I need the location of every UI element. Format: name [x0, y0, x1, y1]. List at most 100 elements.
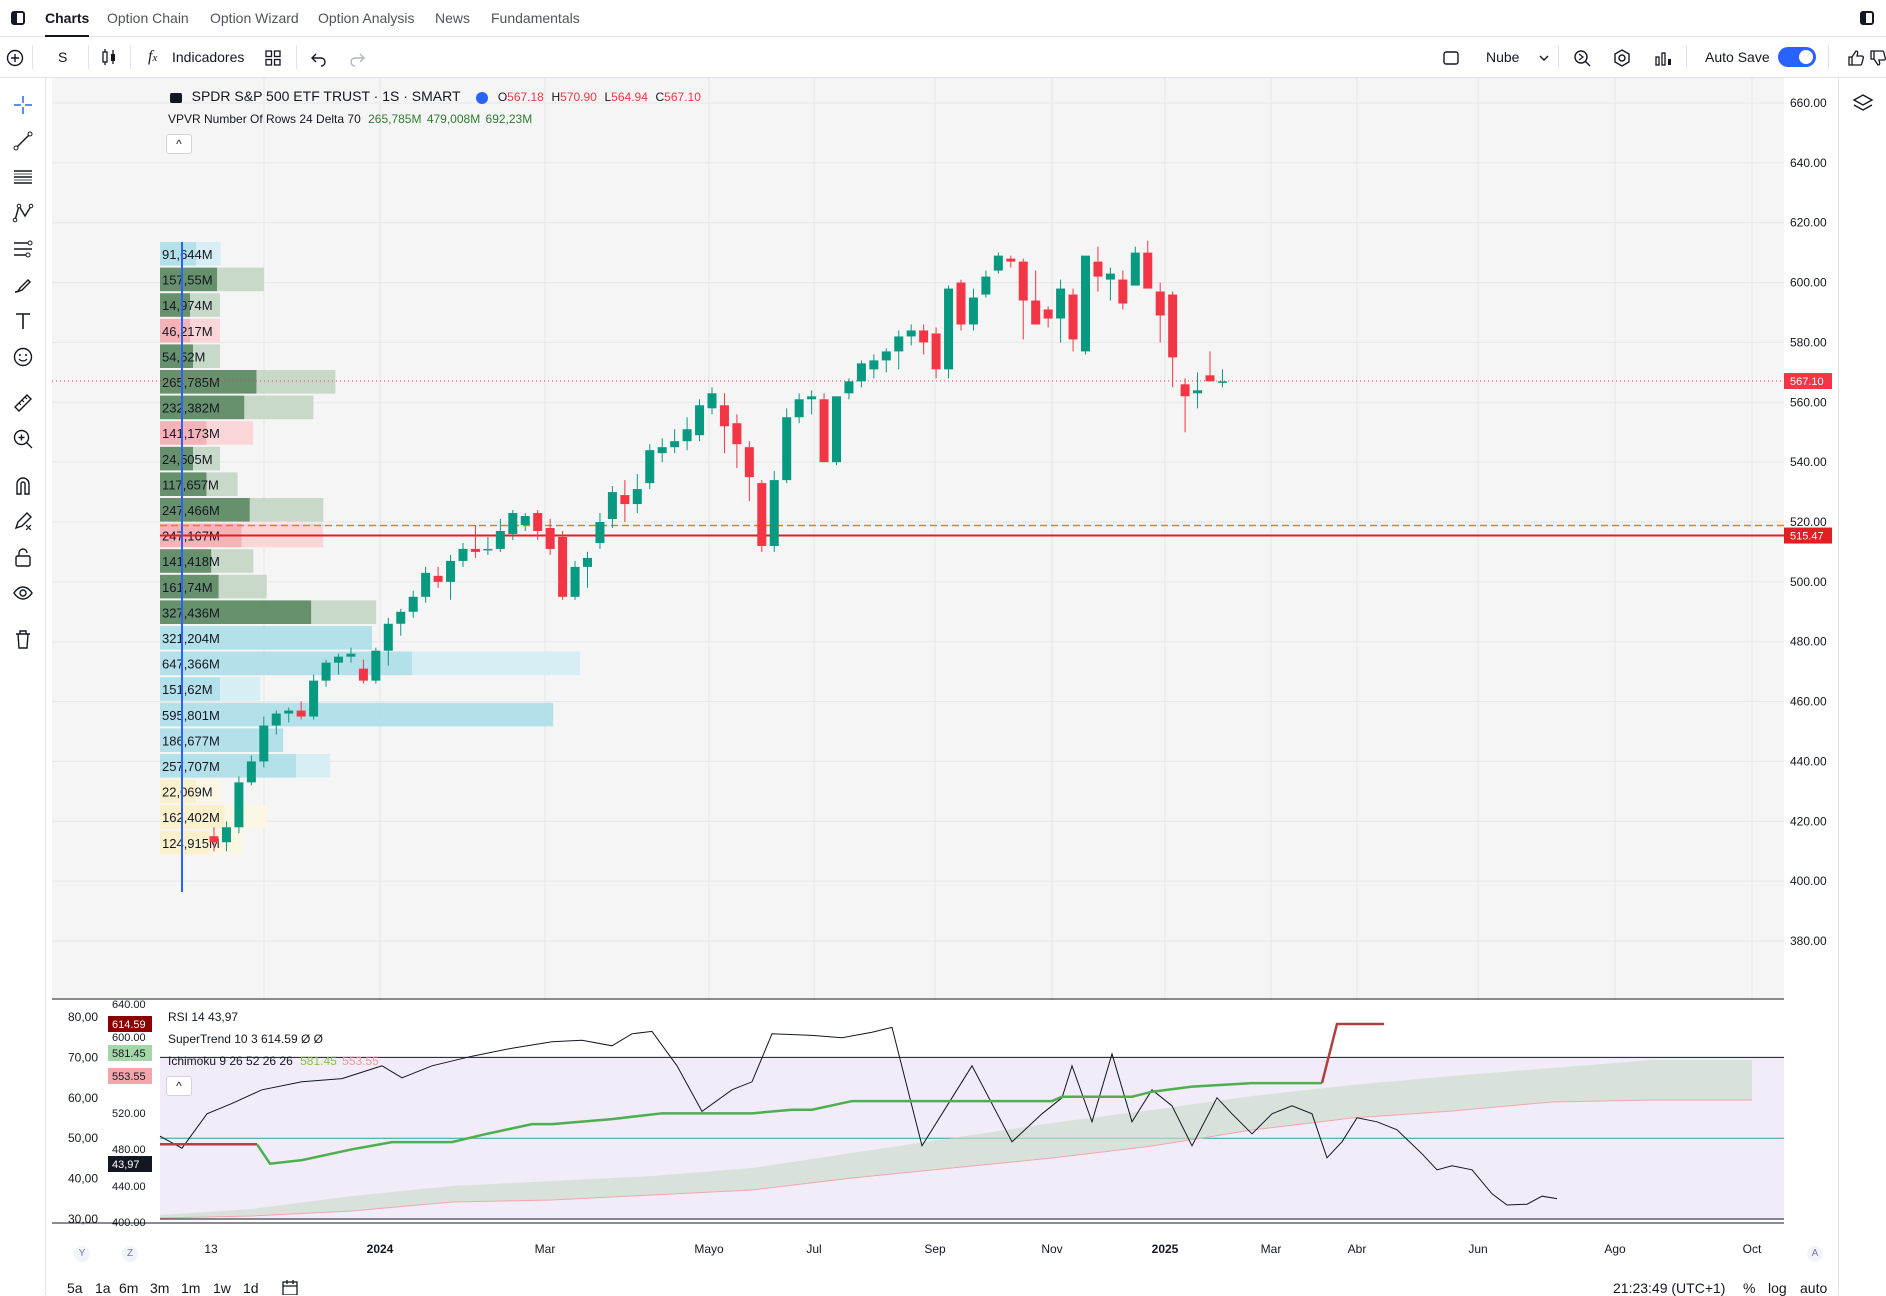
candle-body[interactable]	[408, 596, 418, 612]
symbol-title[interactable]: SPDR S&P 500 ETF TRUST · 1S · SMART	[191, 88, 461, 104]
candle-body[interactable]	[583, 557, 592, 567]
candle-body[interactable]	[782, 417, 792, 481]
candle-body[interactable]	[470, 548, 480, 552]
candle-body[interactable]	[371, 650, 381, 681]
tab-charts[interactable]: Charts	[45, 0, 90, 37]
layers-icon[interactable]	[1851, 92, 1875, 116]
emoji-icon[interactable]	[10, 344, 36, 370]
chart-area[interactable]: 91,644M 157,55M 14,974M 46,217M 54,52M 265,78…	[52, 78, 1838, 1295]
trash-icon[interactable]	[10, 626, 36, 652]
candle-body[interactable]	[881, 351, 891, 361]
candle-body[interactable]	[1193, 390, 1203, 394]
candle-body[interactable]	[246, 761, 256, 783]
calendar-icon[interactable]	[281, 1279, 299, 1295]
candle-body[interactable]	[545, 527, 555, 549]
candle-body[interactable]	[1056, 288, 1066, 319]
candle-body[interactable]	[433, 575, 443, 582]
candle-body[interactable]	[1130, 252, 1140, 286]
candle-body[interactable]	[483, 548, 493, 551]
chart-style-dropdown[interactable]: Nube	[1486, 49, 1520, 65]
candle-body[interactable]	[719, 405, 729, 427]
candle-body[interactable]	[869, 360, 879, 370]
quick-search-icon[interactable]	[1572, 48, 1592, 68]
candle-body[interactable]	[284, 710, 294, 714]
vpvr-legend[interactable]: VPVR Number Of Rows 24 Delta 70 265,785M…	[168, 112, 532, 126]
candle-body[interactable]	[919, 330, 929, 343]
candle-body[interactable]	[1217, 381, 1227, 383]
candle-body[interactable]	[1180, 384, 1190, 397]
candle-body[interactable]	[446, 560, 456, 582]
candle-body[interactable]	[533, 513, 543, 531]
ichimoku-legend[interactable]: Ichimoku 9 26 52 26 26 581.45 553.55	[168, 1054, 379, 1068]
thumbs-up-icon[interactable]	[1846, 48, 1866, 68]
panel-toggle-icon[interactable]	[1860, 11, 1874, 25]
tab-news[interactable]: News	[435, 10, 471, 26]
candle-body[interactable]	[595, 522, 605, 543]
candle-body[interactable]	[993, 255, 1003, 271]
candle-body[interactable]	[1068, 294, 1078, 340]
candle-body[interactable]	[607, 492, 617, 520]
auto-scale-button[interactable]: auto	[1800, 1280, 1828, 1296]
candle-body[interactable]	[1031, 300, 1041, 325]
chart-canvas[interactable]: 91,644M 157,55M 14,974M 46,217M 54,52M 265,78…	[52, 78, 1838, 1295]
magnet-icon[interactable]	[10, 472, 36, 498]
candle-body[interactable]	[508, 513, 518, 534]
candle-body[interactable]	[421, 572, 431, 597]
candle-body[interactable]	[358, 668, 368, 681]
timeframe-6m[interactable]: 6m	[119, 1280, 139, 1296]
tab-option-analysis[interactable]: Option Analysis	[318, 10, 415, 26]
lock-icon[interactable]	[10, 544, 36, 570]
candle-body[interactable]	[570, 566, 580, 597]
fib-lines-icon[interactable]	[10, 164, 36, 190]
candle-body[interactable]	[334, 656, 343, 663]
candle-body[interactable]	[707, 393, 717, 409]
thumbs-down-icon[interactable]	[1868, 48, 1886, 68]
candle-body[interactable]	[520, 516, 530, 525]
candle-body[interactable]	[695, 405, 705, 436]
candle-body[interactable]	[944, 288, 954, 370]
timeframe-1w[interactable]: 1w	[213, 1280, 231, 1296]
candle-body[interactable]	[271, 713, 281, 726]
brush-icon[interactable]	[10, 272, 36, 298]
candle-body[interactable]	[396, 611, 406, 624]
candle-body[interactable]	[209, 836, 219, 843]
candle-body[interactable]	[309, 680, 319, 717]
chevron-down-icon[interactable]	[1538, 52, 1550, 64]
candle-body[interactable]	[757, 483, 767, 546]
candle-body[interactable]	[1043, 309, 1053, 319]
candle-body[interactable]	[894, 336, 904, 352]
pattern-icon[interactable]	[10, 200, 36, 226]
candle-body[interactable]	[832, 396, 841, 463]
templates-icon[interactable]	[264, 49, 282, 67]
candle-body[interactable]	[794, 399, 804, 418]
candles-icon[interactable]	[100, 48, 118, 66]
z-axis-button[interactable]: Z	[122, 1246, 138, 1262]
candle-body[interactable]	[1118, 279, 1128, 304]
fx-icon[interactable]: fx	[148, 48, 158, 65]
candle-body[interactable]	[1168, 294, 1178, 358]
candle-body[interactable]	[458, 548, 468, 561]
candle-body[interactable]	[234, 782, 244, 828]
crosshair-icon[interactable]	[10, 92, 36, 118]
timeframe-5y[interactable]: 5a	[67, 1280, 83, 1296]
indicators-button[interactable]: Indicadores	[172, 49, 245, 65]
candle-body[interactable]	[931, 333, 941, 370]
candle-body[interactable]	[670, 441, 680, 448]
timeframe-1y[interactable]: 1a	[95, 1280, 111, 1296]
forecast-icon[interactable]	[10, 236, 36, 262]
candle-body[interactable]	[807, 396, 817, 400]
candle-body[interactable]	[744, 447, 754, 478]
redo-icon[interactable]	[348, 49, 366, 67]
log-scale-button[interactable]: log	[1768, 1280, 1787, 1296]
candle-body[interactable]	[1006, 258, 1016, 262]
autosave-toggle[interactable]	[1778, 47, 1816, 67]
add-symbol-icon[interactable]	[6, 49, 24, 67]
a-axis-button[interactable]: A	[1807, 1246, 1823, 1262]
candle-body[interactable]	[968, 297, 978, 325]
candle-body[interactable]	[682, 429, 692, 442]
candle-body[interactable]	[906, 330, 916, 337]
candle-body[interactable]	[1018, 261, 1028, 301]
trend-line-icon[interactable]	[10, 128, 36, 154]
candle-body[interactable]	[769, 480, 779, 546]
candle-body[interactable]	[558, 536, 568, 597]
